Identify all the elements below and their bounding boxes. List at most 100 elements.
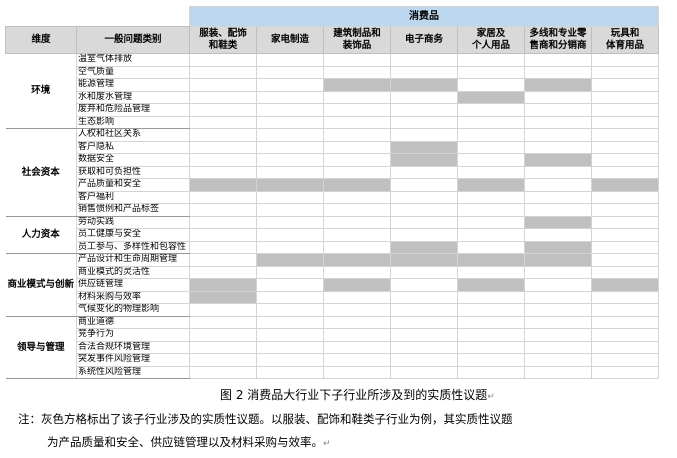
matrix-cell [256, 328, 324, 342]
matrix-cell [524, 303, 592, 317]
matrix-cell [189, 340, 257, 354]
issue-cell: 气候变化的物理影响 [76, 303, 190, 317]
matrix-cell [189, 153, 257, 167]
matrix-cell [457, 65, 525, 79]
material-issue-cell [524, 215, 592, 229]
material-issue-cell [457, 90, 525, 104]
matrix-cell [591, 90, 659, 104]
matrix-cell [457, 315, 525, 329]
table-row: 水和废水管理 [6, 90, 659, 104]
matrix-cell [323, 153, 391, 167]
dimension-cell: 领导与管理 [5, 315, 77, 379]
material-issue-cell [457, 278, 525, 292]
matrix-cell [591, 203, 659, 217]
matrix-cell [524, 190, 592, 204]
issue-cell: 废弃和危险品管理 [76, 103, 190, 117]
matrix-cell [390, 165, 458, 179]
matrix-cell [256, 90, 324, 104]
matrix-cell [457, 240, 525, 254]
col-industry: 电子商务 [390, 26, 458, 54]
matrix-cell [390, 103, 458, 117]
matrix-cell [323, 115, 391, 129]
matrix-cell [256, 365, 324, 379]
matrix-cell [256, 353, 324, 367]
issue-cell: 客户福利 [76, 190, 190, 204]
matrix-cell [323, 228, 391, 242]
matrix-cell [256, 53, 324, 67]
material-issue-cell [323, 253, 391, 267]
table-row: 领导与管理 商业道德 [5, 315, 659, 379]
matrix-cell [390, 215, 458, 229]
matrix-cell [524, 178, 592, 192]
matrix-cell [524, 90, 592, 104]
matrix-cell [591, 240, 659, 254]
table-row: 商业模式的灵活性 [6, 265, 659, 279]
matrix-cell [591, 253, 659, 267]
matrix-cell [256, 265, 324, 279]
matrix-cell [323, 65, 391, 79]
table-row: 突发事件风险管理 [6, 353, 659, 367]
matrix-cell [189, 78, 257, 92]
matrix-cell [457, 140, 525, 154]
matrix-cell [390, 290, 458, 304]
matrix-cell [256, 78, 324, 92]
matrix-cell [189, 215, 257, 229]
matrix-cell [457, 53, 525, 67]
matrix-cell [457, 190, 525, 204]
matrix-cell [390, 90, 458, 104]
matrix-cell [256, 190, 324, 204]
table-row: 获取和可负担性 [6, 165, 659, 179]
matrix-cell [591, 340, 659, 354]
matrix-cell [591, 153, 659, 167]
issue-cell: 空气质量 [76, 65, 190, 79]
matrix-cell [591, 140, 659, 154]
matrix-cell [524, 128, 592, 142]
issue-cell: 人权和社区关系 [76, 128, 190, 142]
matrix-cell [457, 128, 525, 142]
col-dimension: 维度 [5, 26, 77, 54]
material-issue-cell [591, 178, 659, 192]
matrix-cell [524, 340, 592, 354]
matrix-cell [189, 253, 257, 267]
table-row: 合法合规环境管理 [6, 340, 659, 354]
material-issue-cell [189, 290, 257, 304]
issue-cell: 劳动实践 [76, 215, 190, 229]
matrix-cell [256, 315, 324, 329]
matrix-cell [256, 290, 324, 304]
matrix-cell [189, 90, 257, 104]
issue-cell: 能源管理 [76, 78, 190, 92]
col-industry: 家电制造 [256, 26, 324, 54]
issue-cell: 客户隐私 [76, 140, 190, 154]
matrix-cell [390, 265, 458, 279]
material-issue-cell [524, 78, 592, 92]
matrix-cell [591, 303, 659, 317]
matrix-cell [323, 53, 391, 67]
matrix-cell [457, 365, 525, 379]
matrix-cell [189, 115, 257, 129]
matrix-cell [256, 153, 324, 167]
matrix-cell [189, 203, 257, 217]
matrix-cell [189, 190, 257, 204]
issue-cell: 获取和可负担性 [76, 165, 190, 179]
note-line-1: 注：灰色方格标出了该子行业涉及的实质性议题。以服装、配饰和鞋类子行业为例，其实质… [18, 412, 513, 426]
matrix-cell [591, 215, 659, 229]
matrix-cell [390, 178, 458, 192]
matrix-cell [591, 365, 659, 379]
matrix-cell [457, 215, 525, 229]
matrix-cell [323, 103, 391, 117]
issue-cell: 竞争行为 [76, 328, 190, 342]
matrix-cell [457, 290, 525, 304]
matrix-cell [189, 128, 257, 142]
matrix-cell [256, 228, 324, 242]
matrix-cell [256, 115, 324, 129]
matrix-cell [323, 290, 391, 304]
col-industry: 服装、配饰 和鞋类 [189, 26, 257, 54]
table-row: 系统性风险管理 [6, 365, 659, 379]
matrix-cell [457, 328, 525, 342]
col-industry: 家居及 个人用品 [457, 26, 525, 54]
table-row: 环境 温室气体排放 [5, 53, 659, 129]
matrix-cell [591, 190, 659, 204]
table-row: 材料采购与效率 [6, 290, 659, 304]
matrix-cell [323, 303, 391, 317]
matrix-cell [189, 140, 257, 154]
